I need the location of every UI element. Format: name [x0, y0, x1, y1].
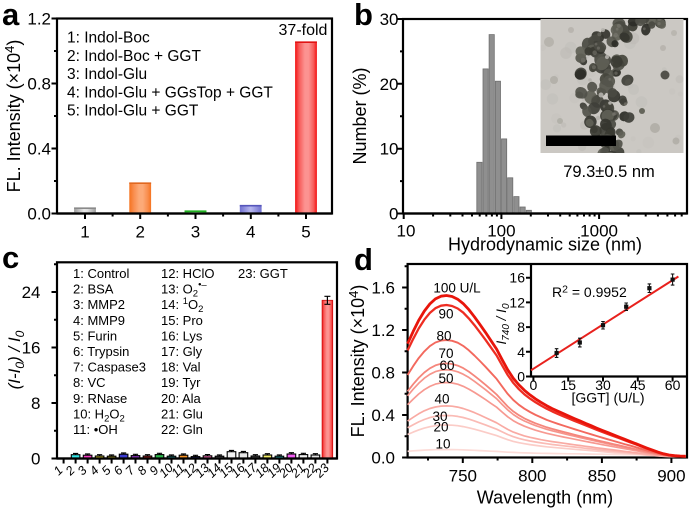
svg-text:9: RNase: 9: RNase — [73, 391, 127, 406]
svg-text:80: 80 — [436, 329, 451, 344]
svg-text:8: 8 — [31, 394, 40, 413]
svg-text:R2 = 0.9952: R2 = 0.9952 — [552, 284, 627, 301]
svg-text:5: Furin: 5: Furin — [73, 328, 117, 343]
svg-text:Hydrodynamic size (nm): Hydrodynamic size (nm) — [448, 235, 642, 255]
svg-text:2: Indol-Boc + GGT: 2: Indol-Boc + GGT — [67, 48, 201, 65]
svg-text:c: c — [2, 240, 19, 275]
svg-text:850: 850 — [588, 467, 616, 486]
svg-text:4: 4 — [517, 344, 525, 360]
svg-text:3: 3 — [191, 223, 200, 242]
svg-text:12: HClO: 12: HClO — [161, 266, 214, 281]
svg-text:4: 4 — [87, 463, 102, 478]
svg-text:22: Gln: 22: Gln — [161, 422, 203, 437]
svg-text:5: 5 — [99, 463, 114, 478]
svg-text:16: Lys: 16: Lys — [161, 328, 203, 343]
svg-text:0.0: 0.0 — [27, 205, 51, 224]
svg-text:2: 2 — [62, 463, 78, 479]
svg-text:a: a — [2, 0, 20, 32]
svg-text:2: BSA: 2: BSA — [73, 282, 114, 297]
svg-text:37-fold: 37-fold — [279, 22, 328, 39]
svg-text:10: 10 — [380, 140, 399, 159]
svg-text:0: 0 — [517, 369, 525, 385]
svg-text:8: 8 — [135, 463, 150, 478]
svg-text:I740 / I0: I740 / I0 — [494, 303, 512, 344]
svg-text:11: •OH: 11: •OH — [73, 422, 118, 437]
svg-text:0.8: 0.8 — [27, 75, 51, 94]
svg-text:0.0: 0.0 — [371, 449, 395, 468]
svg-text:d: d — [354, 242, 373, 277]
svg-text:21: Glu: 21: Glu — [161, 406, 203, 421]
svg-text:30: 30 — [432, 409, 447, 424]
svg-text:Number (%): Number (%) — [350, 67, 370, 164]
svg-text:50: 50 — [438, 371, 453, 386]
svg-text:60: 60 — [665, 377, 681, 393]
svg-text:6: Trypsin: 6: Trypsin — [73, 344, 129, 359]
svg-text:79.3±0.5 nm: 79.3±0.5 nm — [563, 163, 655, 181]
svg-text:7: Caspase3: 7: Caspase3 — [73, 360, 146, 375]
svg-text:6: 6 — [111, 463, 126, 478]
svg-text:1.6: 1.6 — [371, 279, 395, 298]
svg-text:0.4: 0.4 — [27, 140, 51, 159]
svg-text:20: Ala: 20: Ala — [161, 391, 202, 406]
svg-text:15: 15 — [560, 377, 576, 393]
svg-text:3: Indol-Glu: 3: Indol-Glu — [67, 66, 147, 83]
svg-text:45: 45 — [630, 377, 646, 393]
svg-text:8: 8 — [517, 319, 525, 335]
svg-text:10: 10 — [397, 222, 416, 241]
svg-text:12: 12 — [509, 294, 525, 310]
svg-text:16: 16 — [509, 270, 525, 286]
svg-text:100 U/L: 100 U/L — [433, 281, 481, 296]
svg-text:20: 20 — [380, 75, 399, 94]
svg-text:19: Tyr: 19: Tyr — [161, 375, 201, 390]
svg-text:23: GGT: 23: GGT — [238, 266, 288, 281]
svg-text:1: 1 — [51, 463, 66, 478]
svg-text:1000: 1000 — [580, 222, 618, 241]
svg-text:10: 10 — [435, 437, 450, 452]
svg-text:0.4: 0.4 — [371, 406, 395, 425]
svg-text:17: Gly: 17: Gly — [161, 344, 203, 359]
svg-text:Wavelength (nm): Wavelength (nm) — [477, 488, 613, 508]
svg-text:b: b — [354, 0, 373, 32]
svg-text:14: 1O2: 14: 1O2 — [161, 296, 203, 315]
svg-text:18: Val: 18: Val — [161, 360, 201, 375]
svg-text:4: MMP9: 4: MMP9 — [73, 313, 125, 328]
svg-text:90: 90 — [438, 307, 453, 322]
svg-text:1.2: 1.2 — [27, 10, 51, 29]
svg-text:10: H2O2: 10: H2O2 — [73, 406, 125, 424]
svg-text:1: Indol-Boc: 1: Indol-Boc — [67, 30, 150, 47]
svg-text:100: 100 — [487, 222, 515, 241]
svg-text:4: 4 — [246, 223, 255, 242]
svg-text:15: Pro: 15: Pro — [161, 313, 203, 328]
svg-text:5: 5 — [301, 223, 310, 242]
svg-text:1: Control: 1: Control — [73, 266, 129, 281]
svg-text:30: 30 — [380, 10, 399, 29]
svg-text:800: 800 — [518, 467, 546, 486]
svg-text:[GGT] (U/L): [GGT] (U/L) — [571, 390, 644, 406]
svg-text:2: 2 — [136, 223, 145, 242]
svg-text:4: Indol-Glu + GGsTop + GGT: 4: Indol-Glu + GGsTop + GGT — [67, 84, 273, 101]
svg-text:16: 16 — [22, 339, 41, 358]
svg-text:(I-I0) / I0: (I-I0) / I0 — [5, 330, 27, 389]
svg-text:20: 20 — [433, 420, 448, 435]
svg-text:FL. Intensity (×104): FL. Intensity (×104) — [346, 285, 368, 438]
svg-text:900: 900 — [657, 467, 685, 486]
svg-text:1: 1 — [80, 223, 89, 242]
svg-text:30: 30 — [595, 377, 611, 393]
svg-text:1.2: 1.2 — [371, 321, 395, 340]
svg-text:FL. Intensity (×104): FL. Intensity (×104) — [2, 40, 24, 193]
svg-text:8: VC: 8: VC — [73, 375, 106, 390]
svg-text:0.8: 0.8 — [371, 364, 395, 383]
svg-text:0: 0 — [31, 450, 40, 469]
svg-text:70: 70 — [438, 346, 453, 361]
svg-text:60: 60 — [439, 358, 454, 373]
svg-text:3: 3 — [75, 463, 90, 478]
svg-text:3: MMP2: 3: MMP2 — [73, 297, 125, 312]
svg-text:5: Indol-Glu + GGT: 5: Indol-Glu + GGT — [67, 103, 199, 120]
svg-text:0: 0 — [530, 377, 538, 393]
svg-text:40: 40 — [434, 392, 449, 407]
svg-text:23: 23 — [311, 461, 331, 481]
svg-text:750: 750 — [449, 467, 477, 486]
svg-text:24: 24 — [22, 283, 41, 302]
svg-text:0: 0 — [389, 205, 398, 224]
